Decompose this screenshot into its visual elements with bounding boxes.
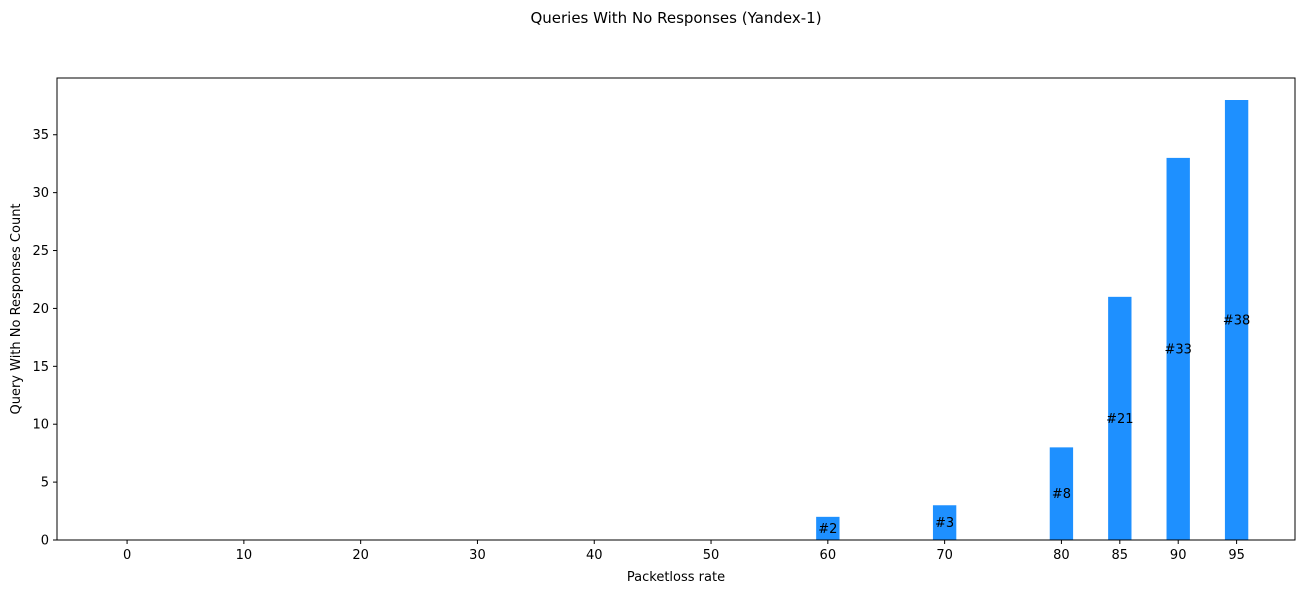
data-label-60: #2 [818,522,837,537]
data-label-80: #8 [1052,487,1071,502]
bar-90 [1166,157,1190,540]
x-tick-label: 70 [936,548,953,563]
y-tick-label: 5 [41,476,49,491]
data-label-90: #33 [1164,342,1191,357]
y-tick-label: 25 [32,244,49,259]
x-tick-label: 80 [1053,548,1070,563]
y-tick-label: 35 [32,128,49,143]
x-tick-label: 85 [1112,548,1129,563]
bar-60 [816,516,840,540]
y-axis-label: Query With No Responses Count [9,203,24,414]
y-tick-label: 10 [32,418,49,433]
x-tick-label: 95 [1228,548,1245,563]
x-tick-label: 40 [586,548,603,563]
y-tick-label: 20 [32,302,49,317]
x-tick-label: 30 [469,548,486,563]
data-label-85: #21 [1106,412,1133,427]
y-axis-ticks: 0 5 10 15 20 25 30 35 [32,128,57,549]
bar-85 [1108,296,1132,540]
x-tick-label: 0 [123,548,131,563]
bar-70 [932,505,957,540]
y-tick-label: 0 [41,534,49,549]
y-tick-label: 30 [32,186,49,201]
bar-95 [1224,100,1249,540]
chart-title: Queries With No Responses (Yandex-1) [530,9,821,27]
x-tick-label: 90 [1170,548,1187,563]
data-labels-layer: #2 #3 #8 #21 #33 #38 [818,314,1250,537]
bar-80 [1049,447,1074,540]
x-tick-label: 20 [352,548,369,563]
bars-layer [816,100,1249,540]
data-label-95: #38 [1223,314,1250,329]
data-label-70: #3 [935,516,954,531]
x-axis-ticks: 0 10 20 30 40 50 60 70 80 85 90 95 [123,540,1245,563]
x-tick-label: 60 [820,548,837,563]
x-tick-label: 10 [236,548,253,563]
plot-frame [56,77,1296,541]
x-axis-label: Packetloss rate [627,570,725,585]
y-tick-label: 15 [32,360,49,375]
x-tick-label: 50 [703,548,720,563]
